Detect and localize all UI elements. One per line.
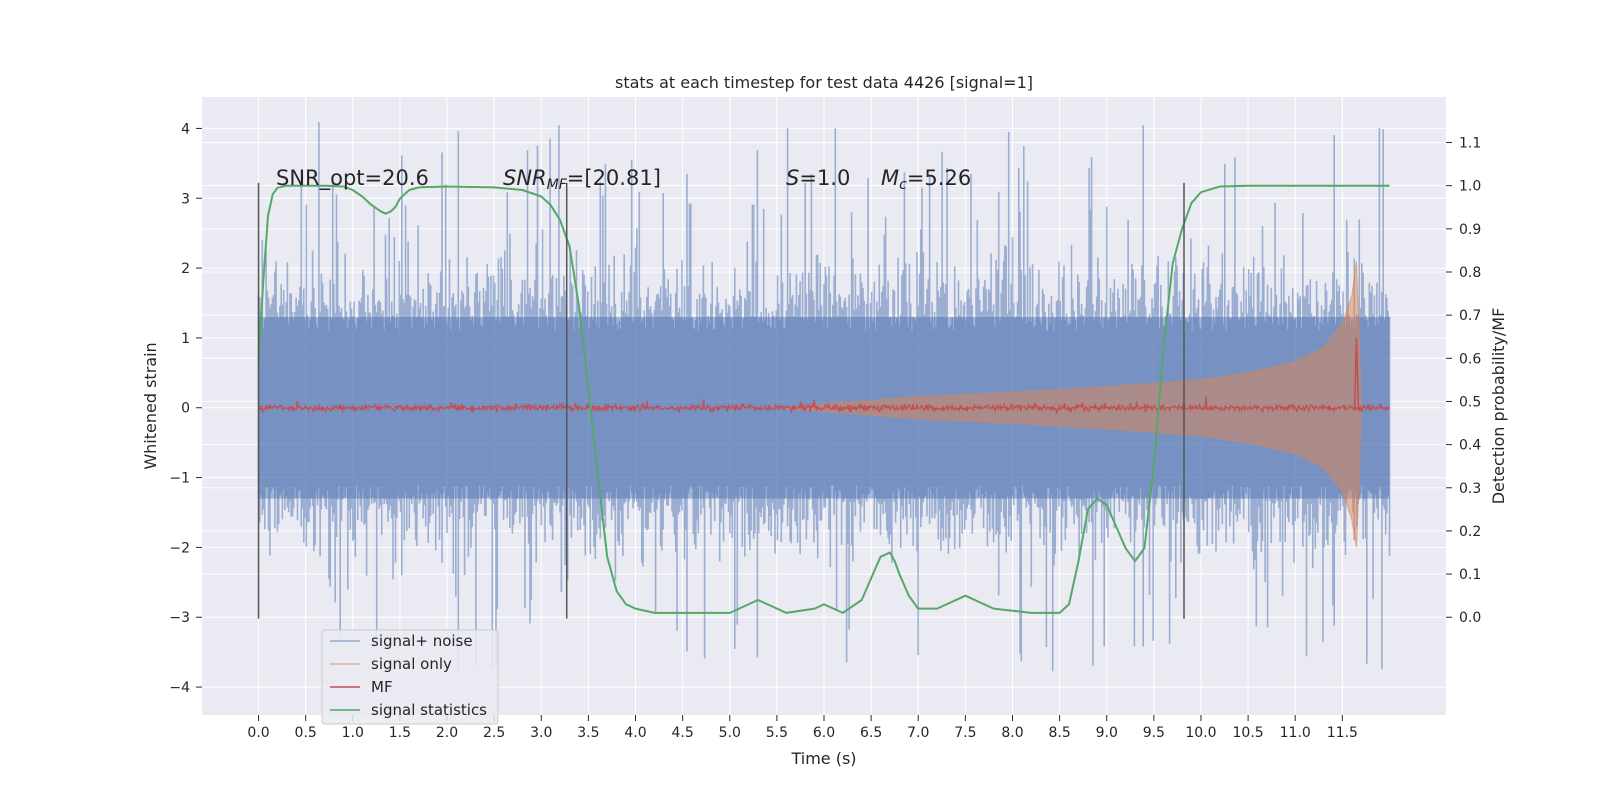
x-tick-label: 4.5 [672,725,694,741]
y-tick-label: 2 [181,261,190,277]
series-mf-peak [1353,337,1360,408]
annotation-mc: Mc=5.26 [881,166,971,193]
x-tick-label: 5.5 [766,725,788,741]
x-tick-label: 9.5 [1143,725,1165,741]
x-tick-label: 10.5 [1233,725,1264,741]
y-tick-label: −2 [169,540,190,556]
x-tick-label: 3.0 [530,725,552,741]
x-tick-label: 11.5 [1327,725,1358,741]
y-tick-label: −3 [169,610,190,626]
y-tick-label: 4 [181,121,190,137]
legend-frame [321,629,499,725]
y-tick-label: 3 [181,191,190,207]
y2-tick-label: 0.6 [1459,351,1481,367]
series-mf [257,396,1391,416]
x-tick-label: 9.0 [1096,725,1118,741]
y2-tick-label: 0.7 [1459,308,1481,324]
y-tick-label: 1 [181,331,190,347]
x-tick-label: 1.5 [389,725,411,741]
x-tick-label: 0.0 [247,725,269,741]
y2-tick-label: 0.4 [1459,438,1481,454]
y2-tick-label: 0.9 [1459,222,1481,238]
chart-title: stats at each timestep for test data 442… [615,73,1033,92]
y2-tick-label: 0.0 [1459,610,1481,626]
x-tick-label: 7.0 [907,725,929,741]
x-tick-label: 6.5 [860,725,882,741]
annotation-mc-value: =5.26 [907,166,971,190]
legend-label-signal-only: signal only [371,655,452,673]
annotation-snr-opt-text: SNR_opt=20.6 [276,166,429,191]
y2-tick-label: 0.8 [1459,265,1481,281]
x-tick-label: 11.0 [1280,725,1311,741]
x-tick-label: 3.5 [577,725,599,741]
y-axis-title: Whitened strain [141,342,160,469]
x-axis-title: Time (s) [790,749,856,768]
y2-tick-label: 0.1 [1459,567,1481,583]
x-tick-label: 1.0 [342,725,364,741]
x-tick-label: 2.5 [483,725,505,741]
y-tick-label: 0 [181,401,190,417]
plot-data [257,122,1391,672]
x-tick-label: 7.5 [954,725,976,741]
y2-tick-label: 1.0 [1459,179,1481,195]
x-tick-label: 0.5 [295,725,317,741]
annotation-snr-mf-sub: MF [547,177,568,193]
annotation-mc-main: M [881,166,899,190]
annotation-s: S=1.0 [786,166,850,190]
y2-tick-label: 0.2 [1459,524,1481,540]
legend: signal+ noise signal only MF signal stat… [321,629,499,725]
vertical-markers [257,182,1185,619]
series-signal-statistics [257,184,1390,614]
y2-tick-label: 0.3 [1459,481,1481,497]
annotation-s-main: S [786,166,799,190]
y2-axis-title: Detection probability/MF [1489,308,1508,505]
x-tick-label: 8.0 [1001,725,1023,741]
x-tick-label: 2.0 [436,725,458,741]
x-tick-label: 6.0 [813,725,835,741]
x-tick-label: 10.0 [1185,725,1216,741]
annotation-s-value: =1.0 [799,166,850,190]
annotation-snr-mf-main: SNR [503,166,547,190]
y-tick-label: −4 [169,680,190,696]
y2-tick-label: 1.1 [1459,136,1481,152]
annotation-snr-opt: SNR_opt=20.6 [276,166,429,191]
y-tick-label: −1 [169,471,190,487]
x-tick-label: 5.0 [719,725,741,741]
axis-ticks: 0.0 0.5 1.0 1.5 2.0 2.5 3.0 3.5 4.0 4.5 5.0 5.5 6.0 6… [169,121,1481,741]
legend-label-signal-statistics: signal statistics [371,701,487,719]
annotation-mc-sub: c [899,177,907,193]
legend-label-mf: MF [371,678,393,696]
annotation-snr-mf-value: =[20.81] [567,166,661,190]
annotation-snr-mf: SNRMF=[20.81] [503,166,661,193]
y2-tick-label: 0.5 [1459,394,1481,410]
x-tick-label: 4.0 [624,725,646,741]
x-tick-label: 8.5 [1048,725,1070,741]
legend-label-signal-noise: signal+ noise [371,632,473,650]
